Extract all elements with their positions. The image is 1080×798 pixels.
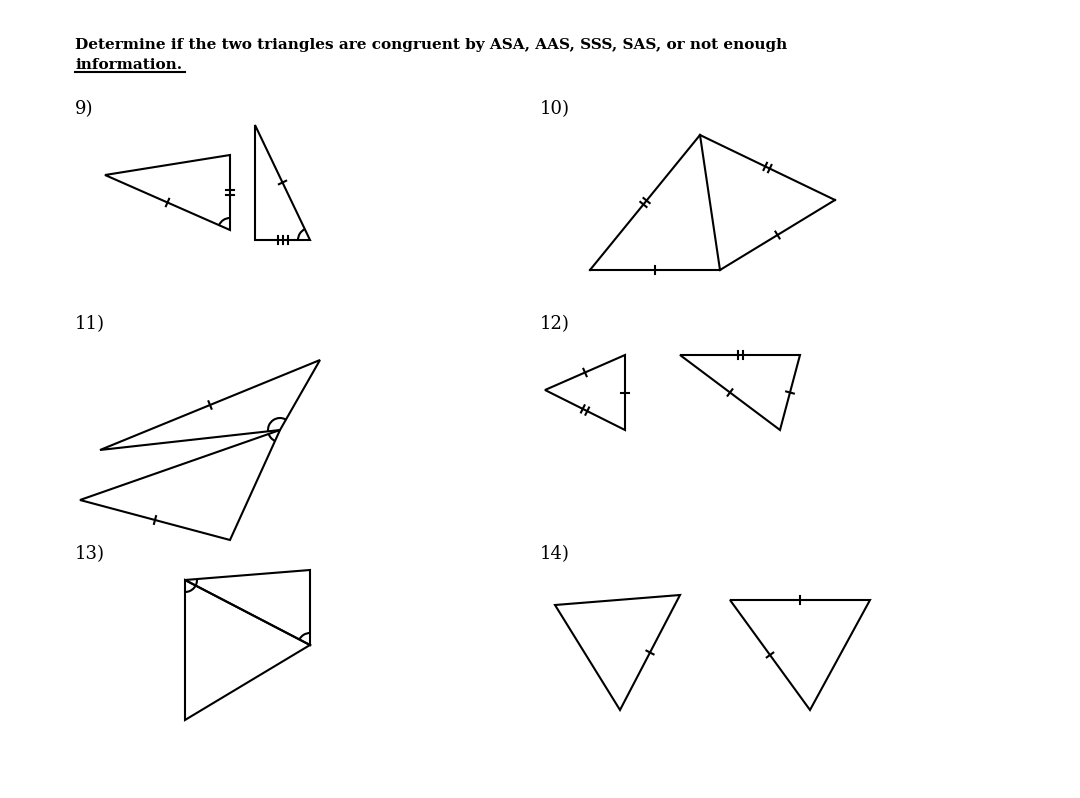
Text: 11): 11) — [75, 315, 105, 333]
Text: 10): 10) — [540, 100, 570, 118]
Text: 13): 13) — [75, 545, 105, 563]
Text: Determine if the two triangles are congruent by ASA, AAS, SSS, SAS, or not enoug: Determine if the two triangles are congr… — [75, 38, 787, 52]
Text: 12): 12) — [540, 315, 570, 333]
Text: 14): 14) — [540, 545, 570, 563]
Text: 9): 9) — [75, 100, 94, 118]
Text: information.: information. — [75, 58, 183, 72]
